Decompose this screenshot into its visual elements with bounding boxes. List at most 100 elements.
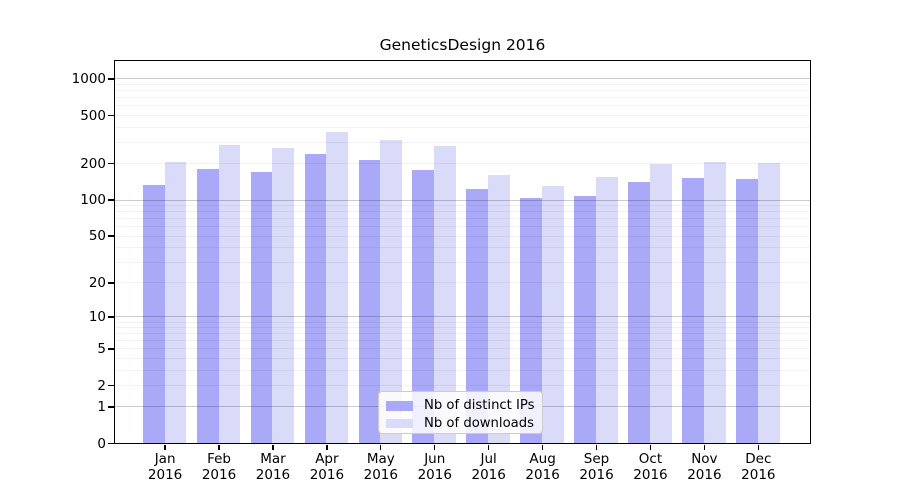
x-tick-mark <box>649 445 652 450</box>
x-tick-month: Jul <box>480 451 497 467</box>
x-tick-label-dec: Dec 2016 <box>730 451 786 483</box>
x-tick-label-nov: Nov 2016 <box>676 451 732 483</box>
gridline-minor <box>114 218 810 220</box>
x-tick-month: Nov <box>691 451 718 467</box>
y-tick-mark <box>108 406 114 408</box>
x-tick-year: 2016 <box>471 467 506 483</box>
legend-label: Nb of distinct IPs <box>424 398 535 414</box>
gridline-decade <box>114 199 810 201</box>
gridline-decade <box>114 316 810 318</box>
bar-distinct-ips-jan <box>142 185 165 443</box>
gridline-minor <box>114 97 810 99</box>
bar-distinct-ips-mar <box>250 171 273 443</box>
x-tick-label-aug: Aug 2016 <box>515 451 571 483</box>
y-tick-mark <box>108 235 114 237</box>
x-tick-year: 2016 <box>633 467 668 483</box>
x-tick-year: 2016 <box>201 467 237 483</box>
y-tick-label: 5 <box>97 340 106 357</box>
bar-distinct-ips-aug <box>520 198 543 443</box>
x-tick-year: 2016 <box>309 467 345 483</box>
bars-layer <box>115 61 810 443</box>
x-tick-label-oct: Oct 2016 <box>622 451 678 483</box>
x-tick-year: 2016 <box>579 467 614 483</box>
x-tick-month: Oct <box>638 451 663 467</box>
x-tick-label-apr: Apr 2016 <box>299 451 355 483</box>
gridline-minor <box>114 385 810 387</box>
gridline-minor <box>114 321 810 323</box>
x-tick-year: 2016 <box>525 467 560 483</box>
x-tick-month: Feb <box>207 451 231 467</box>
bar-downloads-sep <box>596 176 618 443</box>
gridline-minor <box>114 358 810 360</box>
bar-downloads-dec <box>757 162 780 443</box>
x-tick-month: Mar <box>260 451 286 467</box>
x-tick-month: Aug <box>529 451 556 467</box>
bar-downloads-nov <box>703 161 726 443</box>
bar-distinct-ips-nov <box>682 177 704 443</box>
gridline-minor <box>114 327 810 329</box>
y-tick-label: 1000 <box>71 70 106 87</box>
x-tick-mark <box>488 445 490 450</box>
legend-swatch <box>386 418 413 428</box>
y-tick-label: 20 <box>88 274 106 291</box>
x-tick-label-mar: Mar 2016 <box>245 451 301 483</box>
x-tick-mark <box>272 445 274 450</box>
y-tick-label: 50 <box>88 228 106 245</box>
x-tick-month: Dec <box>745 451 772 467</box>
x-tick-year: 2016 <box>147 467 183 483</box>
gridline-minor <box>114 282 810 284</box>
gridline-minor <box>114 141 810 143</box>
bar-downloads-feb <box>218 145 241 443</box>
gridline-minor <box>114 348 810 350</box>
y-tick-label: 500 <box>80 107 106 124</box>
bar-distinct-ips-apr <box>304 154 327 443</box>
gridline-minor <box>114 247 810 249</box>
bar-distinct-ips-jun <box>412 170 435 443</box>
y-tick-mark <box>108 282 114 284</box>
y-tick-mark <box>108 199 114 201</box>
y-tick-label: 200 <box>80 155 106 172</box>
bar-distinct-ips-may <box>358 160 381 443</box>
y-tick-label: 1 <box>97 398 106 415</box>
y-tick-mark <box>108 316 114 318</box>
gridline-minor <box>114 205 810 206</box>
bar-downloads-jun <box>434 146 457 443</box>
x-tick-label-may: May 2016 <box>353 451 409 483</box>
y-tick-mark <box>108 114 114 117</box>
x-tick-year: 2016 <box>255 467 291 483</box>
x-tick-mark <box>434 445 436 450</box>
x-tick-mark <box>757 445 759 450</box>
y-tick-mark <box>108 78 114 80</box>
plot-area <box>113 59 811 444</box>
bar-downloads-may <box>380 140 403 443</box>
y-tick-label: 2 <box>97 377 106 394</box>
bar-distinct-ips-feb <box>196 168 219 443</box>
bar-downloads-jan <box>164 162 187 443</box>
x-tick-label-sep: Sep 2016 <box>569 451 625 483</box>
x-tick-year: 2016 <box>687 467 722 483</box>
x-tick-year: 2016 <box>417 467 452 483</box>
gridline-minor <box>114 261 810 263</box>
grid-overlay <box>114 61 810 444</box>
x-tick-year: 2016 <box>363 467 398 483</box>
x-tick-month: Jun <box>424 451 446 467</box>
x-tick-month: May <box>366 451 395 467</box>
gridline-decade <box>114 78 810 80</box>
y-tick-label: 10 <box>88 308 106 325</box>
gridline-minor <box>114 84 810 86</box>
legend-row: Nb of downloads <box>386 415 542 433</box>
gridline-minor <box>114 211 810 213</box>
x-tick-mark <box>595 445 598 450</box>
x-tick-mark <box>218 445 220 450</box>
gridline-minor <box>114 340 810 342</box>
y-tick-mark <box>108 163 114 165</box>
bar-downloads-apr <box>326 132 349 443</box>
x-tick-mark <box>380 445 382 450</box>
gridline-minor <box>114 235 810 237</box>
legend-row: Nb of distinct IPs <box>386 397 542 415</box>
gridline-minor <box>114 163 810 165</box>
x-tick-label-jan: Jan 2016 <box>137 451 193 483</box>
gridline-minor <box>114 369 810 371</box>
x-tick-label-jul: Jul 2016 <box>461 451 517 483</box>
